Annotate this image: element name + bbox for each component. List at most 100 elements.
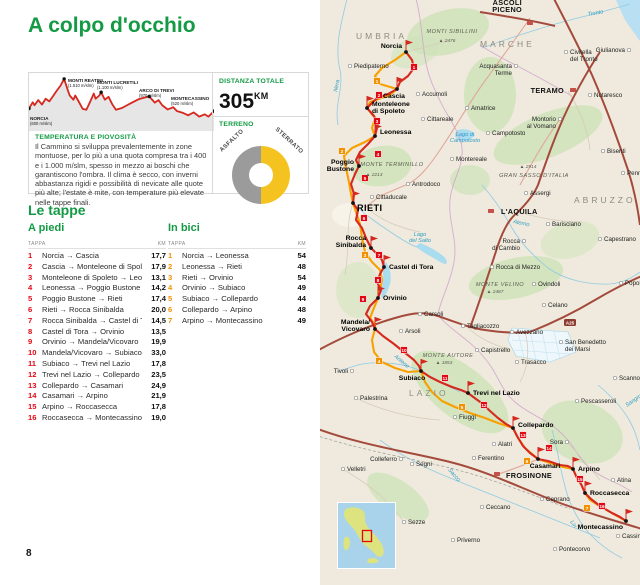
svg-text:Aterno: Aterno xyxy=(512,219,530,229)
svg-text:Roccasecca: Roccasecca xyxy=(590,490,630,497)
adriatic-sea xyxy=(615,0,640,42)
bike-rows: 1 Norcia → Leonessa 54 2 Leonessa → Rieti 48 3… xyxy=(168,251,306,327)
svg-text:Montereale: Montereale xyxy=(456,156,488,163)
svg-text:4: 4 xyxy=(378,359,381,365)
svg-text:Arsoli: Arsoli xyxy=(405,328,420,335)
svg-text:1: 1 xyxy=(376,79,379,85)
donut-hole xyxy=(249,163,273,187)
svg-text:Montorio: Montorio xyxy=(532,116,557,123)
svg-text:(520 m/slm): (520 m/slm) xyxy=(171,101,194,106)
svg-text:LAZIO: LAZIO xyxy=(409,388,449,398)
svg-text:ARCO DI TREVI: ARCO DI TREVI xyxy=(139,88,174,93)
walk-stage-table: A piedi TAPPA KM 1 Norcia → Cascia 17,7 2 Cas… xyxy=(28,222,166,424)
stage-row: 12 Trevi nel Lazio → Collepardo 23,5 xyxy=(28,369,166,379)
svg-text:Nera: Nera xyxy=(333,79,341,92)
svg-text:TERAMO: TERAMO xyxy=(531,86,564,95)
svg-text:Piedipaterno: Piedipaterno xyxy=(354,63,389,70)
svg-text:▲ 2914: ▲ 2914 xyxy=(520,164,537,170)
stage-row: 2 Cascia → Monteleone di Spoleto 17,9 xyxy=(28,261,166,271)
page-title: A colpo d'occhio xyxy=(28,14,196,37)
svg-text:Rocca di Mezzo: Rocca di Mezzo xyxy=(496,264,541,271)
svg-text:Ovindoli: Ovindoli xyxy=(538,281,560,288)
svg-text:Capistrello: Capistrello xyxy=(481,347,511,354)
donut-ring xyxy=(232,146,290,204)
svg-text:▲ 1853: ▲ 1853 xyxy=(436,360,453,366)
region-boundaries xyxy=(415,0,633,493)
svg-text:2: 2 xyxy=(341,149,344,155)
svg-text:Sora: Sora xyxy=(550,439,564,446)
svg-text:3: 3 xyxy=(376,119,379,125)
svg-text:Antrodoco: Antrodoco xyxy=(412,181,441,188)
italy-inset-map xyxy=(337,502,396,569)
svg-text:Cittaducale: Cittaducale xyxy=(376,194,408,201)
svg-text:3: 3 xyxy=(364,253,367,259)
stage-row: 4 Orvinio → Subiaco 49 xyxy=(168,283,306,293)
svg-text:8: 8 xyxy=(377,278,380,284)
stage-row: 4 Leonessa → Poggio Bustone 14,2 xyxy=(28,283,166,293)
distance-label: DISTANZA TOTALE xyxy=(219,78,285,85)
svg-text:16: 16 xyxy=(599,504,605,510)
stage-row: 15 Arpino → Roccasecca 17,8 xyxy=(28,402,166,412)
svg-text:MONTE TERMINILLO: MONTE TERMINILLO xyxy=(360,162,423,168)
svg-text:Casamari: Casamari xyxy=(530,463,561,470)
svg-text:(970 m/slm): (970 m/slm) xyxy=(139,93,162,98)
inset-highlight-rect xyxy=(361,529,373,543)
bike-heading: In bici xyxy=(168,222,200,234)
svg-text:15: 15 xyxy=(577,477,583,483)
svg-text:Avezzano: Avezzano xyxy=(516,329,544,336)
svg-text:Lago di: Lago di xyxy=(456,132,475,138)
svg-text:Campotosto: Campotosto xyxy=(492,130,526,137)
medium-roads xyxy=(365,17,561,476)
bike-stage-table: In bici TAPPA KM 1 Norcia → Leonessa 54 2 Leo… xyxy=(168,222,306,327)
svg-text:Celano: Celano xyxy=(548,302,568,309)
svg-text:NORCIA: NORCIA xyxy=(30,116,49,121)
svg-text:5: 5 xyxy=(364,176,367,182)
left-panel: A colpo d'occhio NORCIA (600 m/slm) MONTI … xyxy=(26,14,309,559)
highways xyxy=(320,0,640,530)
svg-text:Bisenti: Bisenti xyxy=(607,148,626,155)
walk-rows: 1 Norcia → Cascia 17,7 2 Cascia → Monteleone… xyxy=(28,251,166,424)
svg-text:Cascia: Cascia xyxy=(383,93,405,100)
svg-text:11: 11 xyxy=(442,376,447,382)
svg-text:MONTE AUTORE: MONTE AUTORE xyxy=(423,353,474,359)
svg-text:A25: A25 xyxy=(566,321,575,326)
stage-row: 5 Subiaco → Collepardo 44 xyxy=(168,294,306,304)
svg-text:Pescasseroli: Pescasseroli xyxy=(581,398,616,405)
svg-text:7: 7 xyxy=(586,506,589,512)
walk-table-header: TAPPA KM xyxy=(28,241,166,249)
stage-row: 8 Castel di Tora → Orvinio 13,5 xyxy=(28,326,166,336)
city-icons xyxy=(488,21,576,476)
svg-text:MONTI LUCRETILI: MONTI LUCRETILI xyxy=(97,80,138,85)
svg-text:Trasacco: Trasacco xyxy=(521,359,547,366)
svg-text:Ceprano: Ceprano xyxy=(546,496,570,503)
svg-text:7: 7 xyxy=(378,253,381,259)
svg-text:13: 13 xyxy=(520,433,526,439)
divider xyxy=(213,116,308,117)
stage-row: 16 Roccasecca → Montecassino 19,0 xyxy=(28,412,166,422)
svg-text:del Tronto: del Tronto xyxy=(570,56,598,63)
svg-text:PICENO: PICENO xyxy=(492,5,522,14)
svg-text:San Benedetto: San Benedetto xyxy=(565,339,606,346)
railway xyxy=(320,436,571,510)
stage-row: 6 Rieti → Rocca Sinibalda 20,0 xyxy=(28,304,166,314)
svg-text:Segni: Segni xyxy=(416,461,432,468)
distance-value: 305KM xyxy=(219,90,269,113)
svg-text:Bustone: Bustone xyxy=(327,166,354,173)
svg-text:Priverno: Priverno xyxy=(457,537,481,544)
svg-text:Cittareale: Cittareale xyxy=(427,116,454,123)
stage-row: 13 Collepardo → Casamari 24,9 xyxy=(28,380,166,390)
overview-infobox: NORCIA (600 m/slm) MONTI REATINI (1.510 m/s… xyxy=(27,72,309,207)
stage-row: 1 Norcia → Cascia 17,7 xyxy=(28,251,166,260)
svg-text:(1.510 m/slm): (1.510 m/slm) xyxy=(68,83,94,88)
svg-text:UMBRIA: UMBRIA xyxy=(356,31,407,41)
svg-text:dei Marsi: dei Marsi xyxy=(565,346,590,353)
svg-text:(600 m/slm): (600 m/slm) xyxy=(30,121,53,126)
svg-text:Amatrice: Amatrice xyxy=(471,105,496,112)
stage-row: 7 Arpino → Montecassino 49 xyxy=(168,315,306,325)
donut-label-asfalto: ASFALTO xyxy=(219,128,246,154)
svg-text:Civitella: Civitella xyxy=(570,49,592,56)
climate-heading: TEMPERATURA E PIOVOSITÀ xyxy=(35,134,137,141)
svg-text:9: 9 xyxy=(362,297,365,303)
